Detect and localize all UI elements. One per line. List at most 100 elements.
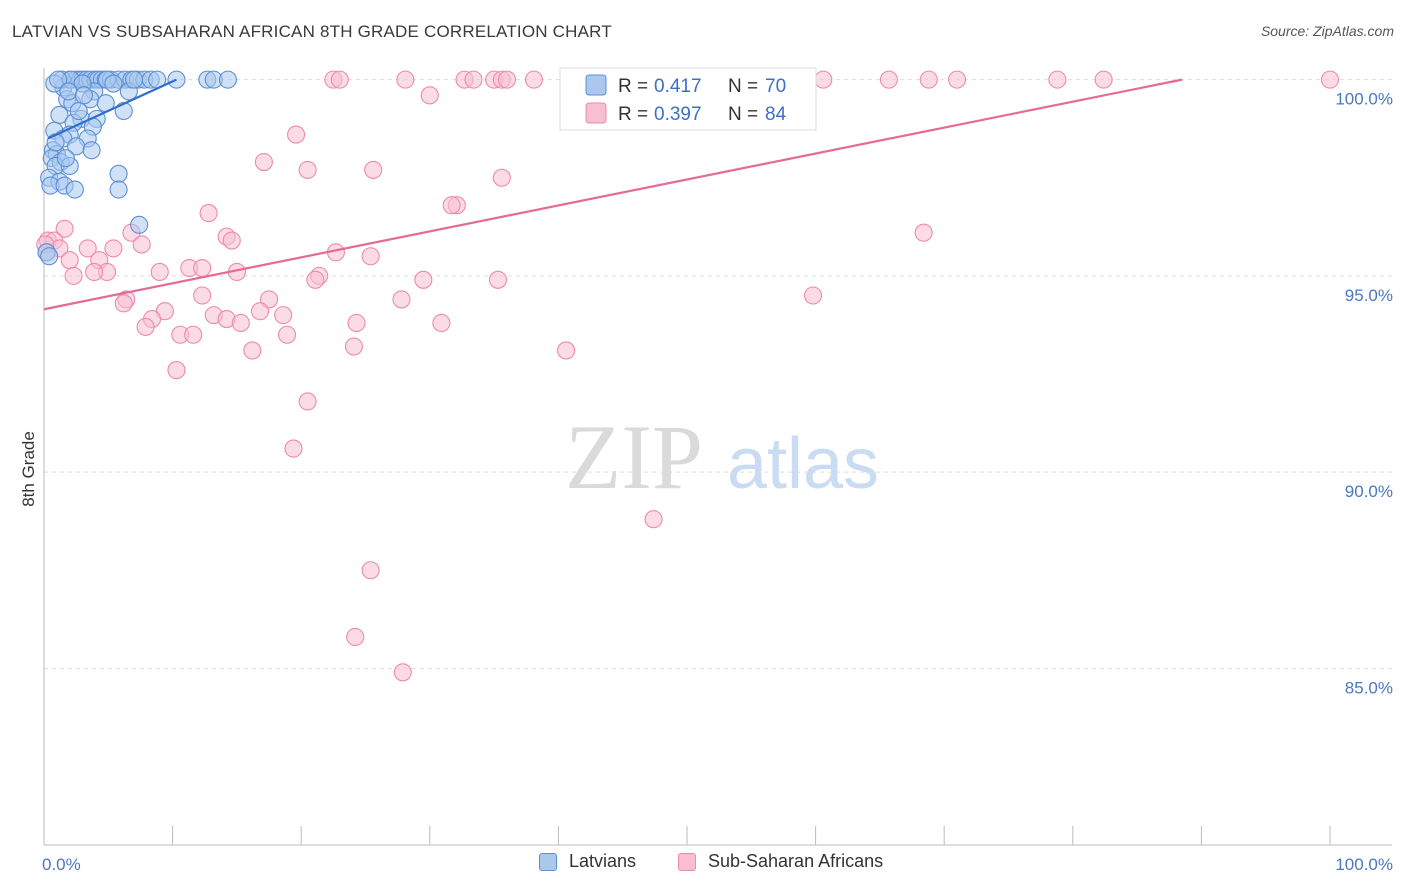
pink-data-point xyxy=(396,70,415,89)
pink-data-point xyxy=(231,313,250,333)
pink-data-point xyxy=(199,204,218,223)
pink-data-point xyxy=(132,235,151,254)
legend-n-value-pink: 84 xyxy=(765,104,787,125)
legend-r-label-pink: R = xyxy=(618,104,648,125)
pink-data-point xyxy=(104,239,123,258)
pink-data-point xyxy=(879,70,898,89)
pink-data-point xyxy=(243,341,262,360)
legend-n-label-blue: N = xyxy=(728,76,758,97)
chart-title: LATVIAN VS SUBSAHARAN AFRICAN 8TH GRADE … xyxy=(12,22,612,41)
pink-data-point xyxy=(492,168,511,187)
pink-data-point xyxy=(85,262,104,282)
pink-data-point xyxy=(346,627,365,647)
pink-data-point xyxy=(432,313,451,333)
pink-data-point xyxy=(464,70,483,89)
bottom-legend-swatch-blue xyxy=(539,852,557,871)
pink-data-point xyxy=(150,262,169,282)
pink-data-point xyxy=(193,258,212,278)
bottom-legend-item-subsaharan: Sub-Saharan Africans xyxy=(678,851,883,872)
y-tick-label: 85.0% xyxy=(1345,678,1393,697)
pink-data-point xyxy=(488,270,508,289)
pink-data-point xyxy=(274,306,293,325)
pink-data-point xyxy=(64,266,83,285)
y-tick-label: 90.0% xyxy=(1345,482,1393,501)
pink-data-point xyxy=(222,231,241,250)
legend-r-value-blue: 0.417 xyxy=(654,76,702,97)
x-tick-label: 100.0% xyxy=(1335,855,1393,874)
blue-data-point xyxy=(40,247,59,266)
pink-data-point xyxy=(284,439,303,458)
watermark-zip: ZIP xyxy=(565,406,703,508)
pink-data-point xyxy=(298,392,317,411)
inline-legend: R = 0.417 N = 70 R = 0.397 N = 84 xyxy=(559,67,817,131)
pink-data-point xyxy=(193,286,212,305)
pink-data-point xyxy=(330,70,349,89)
pink-data-point xyxy=(254,153,273,172)
pink-data-point xyxy=(361,561,380,580)
pink-data-point xyxy=(524,70,544,89)
source-label: Source: ZipAtlas.com xyxy=(1260,23,1394,39)
blue-data-point xyxy=(109,164,128,183)
blue-data-point xyxy=(74,86,93,105)
pink-data-point xyxy=(250,302,270,321)
x-tick-label: 0.0% xyxy=(42,855,81,874)
pink-data-point xyxy=(184,325,203,344)
pink-data-point xyxy=(414,270,433,289)
legend-r-value-pink: 0.397 xyxy=(654,104,702,125)
pink-data-point xyxy=(60,251,79,270)
blue-data-point xyxy=(56,149,75,168)
blue-data-point xyxy=(65,180,84,199)
pink-data-point xyxy=(392,290,411,309)
blue-data-point xyxy=(104,74,123,93)
blue-data-point xyxy=(114,101,133,121)
y-axis-tick-labels: 100.0% 95.0% 90.0% 85.0% xyxy=(1335,90,1393,698)
legend-n-label-pink: N = xyxy=(728,104,758,125)
pink-data-point xyxy=(442,196,461,215)
pink-data-point xyxy=(644,510,663,529)
blue-data-point xyxy=(59,82,78,101)
blue-data-point xyxy=(49,70,68,89)
pink-data-point xyxy=(420,86,439,105)
blue-data-point xyxy=(46,133,65,152)
blue-data-point xyxy=(82,141,101,160)
pink-data-point xyxy=(914,223,933,242)
pink-data-point xyxy=(78,239,97,258)
blue-trend-line xyxy=(47,78,177,140)
pink-data-point xyxy=(114,294,133,313)
legend-n-value-blue: 70 xyxy=(765,76,786,97)
bottom-legend-label-latvians: Latvians xyxy=(569,851,637,871)
pink-data-point xyxy=(814,70,833,89)
bottom-legend-item-latvians: Latvians xyxy=(539,851,636,872)
pink-data-point xyxy=(1048,70,1067,89)
blue-data-point xyxy=(218,70,237,89)
pink-data-point xyxy=(344,337,363,356)
pink-data-point xyxy=(803,286,823,305)
pink-data-point xyxy=(948,70,967,89)
watermark-atlas: atlas xyxy=(727,424,879,504)
blue-data-point xyxy=(124,70,144,89)
pink-data-point xyxy=(298,160,317,179)
pink-data-point xyxy=(919,70,938,89)
legend-swatch-blue xyxy=(585,74,607,96)
pink-data-point xyxy=(1320,70,1340,89)
blue-data-point xyxy=(130,215,149,234)
pink-series-points xyxy=(36,70,1340,682)
pink-data-point xyxy=(557,341,576,360)
pink-data-point xyxy=(497,70,517,89)
legend-swatch-pink xyxy=(585,102,607,124)
pink-data-point xyxy=(55,219,74,238)
pink-data-point xyxy=(167,361,186,380)
legend-r-label-blue: R = xyxy=(618,76,648,97)
pink-data-point xyxy=(306,270,325,289)
bottom-legend: Latvians Sub-Saharan Africans xyxy=(0,851,1406,877)
blue-series-points xyxy=(37,70,237,266)
blue-data-point xyxy=(69,101,88,121)
gridlines xyxy=(44,79,1392,669)
y-tick-label: 95.0% xyxy=(1345,286,1393,305)
trend-lines xyxy=(43,78,1183,311)
y-axis-label: 8th Grade xyxy=(19,431,38,507)
blue-data-point xyxy=(109,180,128,199)
pink-data-point xyxy=(364,160,383,179)
bottom-legend-swatch-pink xyxy=(678,852,696,871)
